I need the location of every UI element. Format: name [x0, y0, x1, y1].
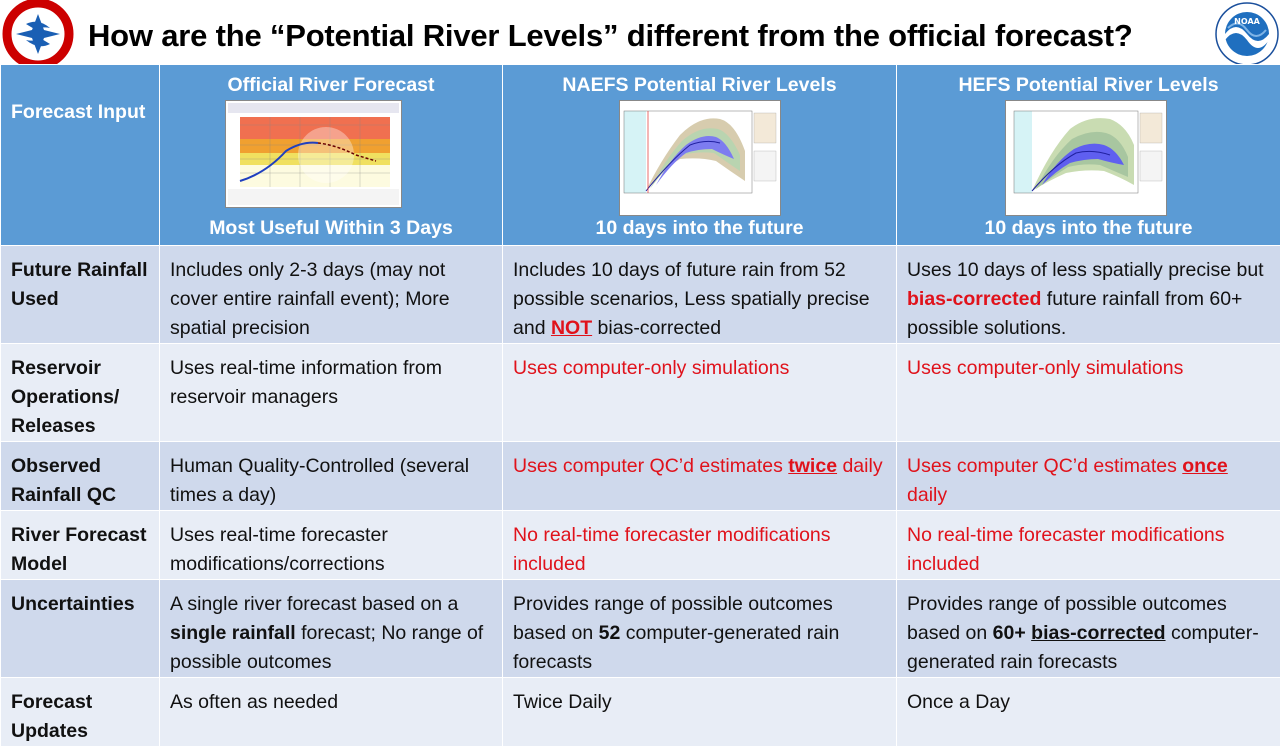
cell-text: Uses 10 days of less spatially precise b…	[907, 259, 1264, 281]
cell-naefs: Includes 10 days of future rain from 52 …	[503, 246, 897, 344]
cell-hefs: Uses 10 days of less spatially precise b…	[897, 246, 1280, 344]
cell-official: Uses real-time information from reservoi…	[160, 344, 503, 442]
table-row: Uncertainties A single river forecast ba…	[1, 580, 1280, 678]
row-label-reservoir: Reservoir Operations/ Releases	[1, 344, 160, 442]
sixty-plus-emphasis: 60+	[993, 622, 1026, 644]
cell-hefs: Uses computer QC’d estimates once daily	[897, 442, 1280, 511]
cell-naefs: No real-time forecaster modifications in…	[503, 511, 897, 580]
table-header-row: Forecast Input Official River Forecast	[1, 65, 1280, 246]
cell-official: Uses real-time forecaster modifications/…	[160, 511, 503, 580]
cell-naefs: Twice Daily	[503, 678, 897, 747]
header-label-cell: Forecast Input	[1, 65, 160, 246]
hefs-title: HEFS Potential River Levels	[897, 71, 1280, 100]
table-row: Forecast Updates As often as needed Twic…	[1, 678, 1280, 747]
cell-official: Includes only 2-3 days (may not cover en…	[160, 246, 503, 344]
cell-official: A single river forecast based on a singl…	[160, 580, 503, 678]
official-forecast-subtitle: Most Useful Within 3 Days	[160, 214, 502, 243]
naefs-subtitle: 10 days into the future	[503, 214, 896, 243]
official-forecast-title: Official River Forecast	[160, 71, 502, 100]
cell-hefs: No real-time forecaster modifications in…	[897, 511, 1280, 580]
header-naefs: NAEFS Potential River Levels 10 days int…	[503, 65, 897, 246]
row-label-future-rainfall: Future Rainfall Used	[1, 246, 160, 344]
comparison-table: Forecast Input Official River Forecast	[0, 64, 1280, 747]
single-rainfall-emphasis: single rainfall	[170, 622, 296, 644]
once-emphasis: once	[1182, 455, 1228, 477]
row-label-river-model: River Forecast Model	[1, 511, 160, 580]
cell-text: bias-corrected	[592, 317, 721, 339]
cell-text: A single river forecast based on a	[170, 593, 458, 615]
cell-hefs: Provides range of possible outcomes base…	[897, 580, 1280, 678]
hefs-subtitle: 10 days into the future	[897, 214, 1280, 243]
cell-text: daily	[907, 484, 947, 506]
row-label-observed-rainfall: Observed Rainfall QC	[1, 442, 160, 511]
table-row: Future Rainfall Used Includes only 2-3 d…	[1, 246, 1280, 344]
cell-naefs: Provides range of possible outcomes base…	[503, 580, 897, 678]
cell-naefs: Uses computer-only simulations	[503, 344, 897, 442]
row-label-forecast-updates: Forecast Updates	[1, 678, 160, 747]
nws-logo-icon	[2, 0, 74, 68]
fifty-two-emphasis: 52	[599, 622, 621, 644]
noaa-logo-text: NOAA	[1234, 17, 1260, 26]
cell-official: As often as needed	[160, 678, 503, 747]
header-official: Official River Forecast	[160, 65, 503, 246]
cell-text: daily	[837, 455, 883, 477]
forecast-input-label: Forecast Input	[11, 98, 145, 127]
cell-hefs: Once a Day	[897, 678, 1280, 747]
header-hefs: HEFS Potential River Levels 10 days into…	[897, 65, 1280, 246]
cell-official: Human Quality-Controlled (several times …	[160, 442, 503, 511]
official-hydrograph-thumbnail	[225, 100, 402, 208]
bias-corrected-emphasis: bias-corrected	[1031, 622, 1165, 644]
row-label-uncertainties: Uncertainties	[1, 580, 160, 678]
table-row: Observed Rainfall QC Human Quality-Contr…	[1, 442, 1280, 511]
slide-header: How are the “Potential River Levels” dif…	[0, 0, 1280, 64]
cell-hefs: Uses computer-only simulations	[897, 344, 1280, 442]
naefs-plume-thumbnail	[619, 100, 781, 216]
cell-text: Uses computer QC’d estimates	[907, 455, 1182, 477]
table-row: River Forecast Model Uses real-time fore…	[1, 511, 1280, 580]
hefs-plume-thumbnail	[1005, 100, 1167, 216]
cell-text: Uses computer QC’d estimates	[513, 455, 788, 477]
table-row: Reservoir Operations/ Releases Uses real…	[1, 344, 1280, 442]
cell-naefs: Uses computer QC’d estimates twice daily	[503, 442, 897, 511]
not-emphasis: NOT	[551, 317, 592, 339]
naefs-title: NAEFS Potential River Levels	[503, 71, 896, 100]
noaa-logo-icon: NOAA	[1214, 0, 1280, 68]
twice-emphasis: twice	[788, 455, 837, 477]
bias-corrected-emphasis: bias-corrected	[907, 288, 1041, 310]
page-title: How are the “Potential River Levels” dif…	[88, 18, 1133, 54]
